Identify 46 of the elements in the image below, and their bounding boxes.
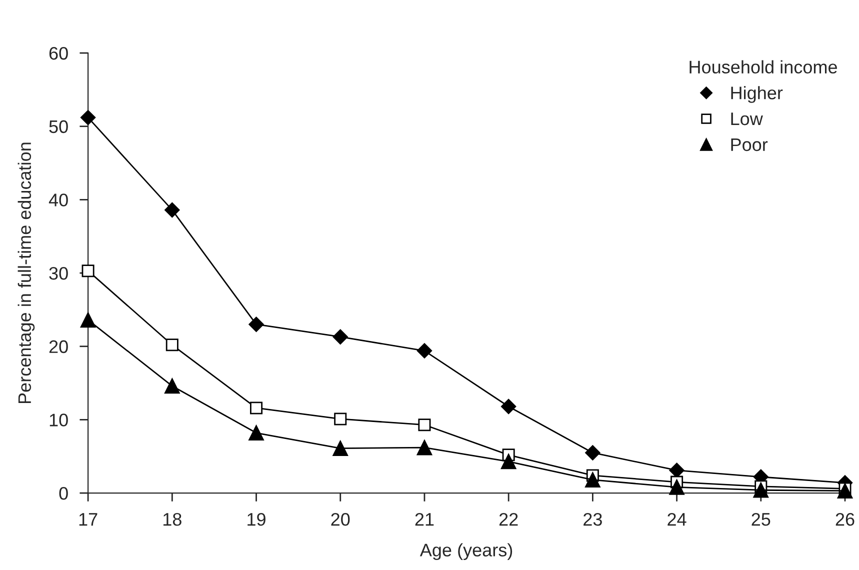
point <box>753 482 769 498</box>
y-tick-label: 40 <box>48 194 68 206</box>
y-tick-label: 60 <box>49 46 68 60</box>
point <box>248 425 264 441</box>
point <box>416 343 432 358</box>
point <box>500 454 516 470</box>
point <box>418 418 431 432</box>
point <box>334 412 347 426</box>
x-tick-label: 22 <box>499 512 518 526</box>
y-tick-label: 20 <box>49 340 68 354</box>
point <box>501 398 516 414</box>
point <box>250 402 263 414</box>
x-tick-label: 23 <box>584 512 602 526</box>
legend-label: Poor <box>731 138 768 152</box>
point <box>585 472 600 488</box>
point <box>164 378 180 394</box>
legend-title: Household income <box>690 60 837 74</box>
point <box>585 445 600 460</box>
point <box>164 202 180 218</box>
x-tick-label: 21 <box>415 512 434 526</box>
x-tick-label: 25 <box>752 512 770 526</box>
point <box>416 440 432 456</box>
legend-label: Higher <box>731 86 783 103</box>
legend-label: Low <box>731 112 763 126</box>
y-axis-title: Percentage in full-time education <box>18 142 35 404</box>
point <box>669 480 684 495</box>
y-tick-label: 30 <box>49 266 68 280</box>
y-tick-label: 50 <box>49 120 68 134</box>
point <box>80 110 96 126</box>
y-tick-label: 10 <box>50 414 68 426</box>
point <box>82 264 94 278</box>
point <box>248 316 264 332</box>
point <box>80 312 96 328</box>
y-tick-label: 0 <box>59 486 68 500</box>
x-axis-title: Age (years) <box>420 543 512 560</box>
x-tick-label: 19 <box>248 512 266 526</box>
point <box>669 462 684 478</box>
x-tick-label: 17 <box>79 513 98 526</box>
point <box>332 440 348 456</box>
x-tick-label: 24 <box>668 512 686 526</box>
point <box>332 329 348 344</box>
x-tick-label: 20 <box>331 512 350 526</box>
x-tick-label: 18 <box>163 512 182 526</box>
point <box>837 483 853 498</box>
x-tick-label: 26 <box>836 512 854 526</box>
point <box>166 338 178 352</box>
